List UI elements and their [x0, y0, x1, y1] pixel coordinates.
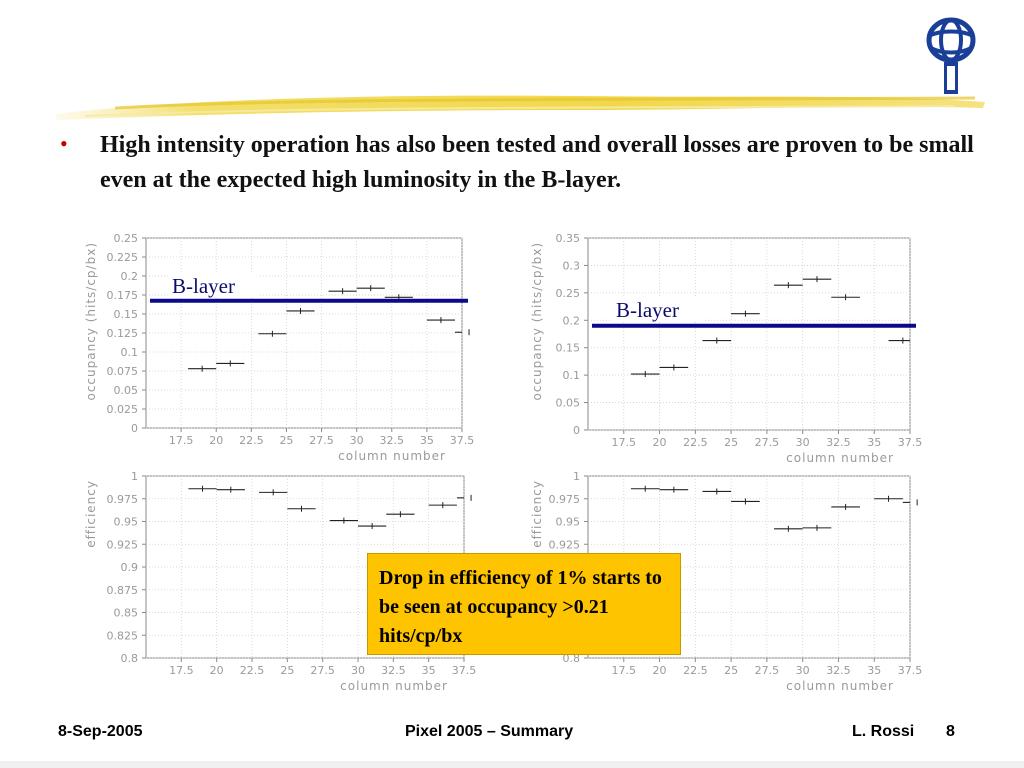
x-tick-label: 30 [350, 434, 364, 447]
brush-stroke-decoration [55, 95, 985, 120]
y-tick-label: 0.8 [121, 652, 139, 665]
occupancy-chart-right: 0 0.05 0.1 0.15 0.2 0.25 0.3 0.35 17.5 20 22.5 25 27… [530, 232, 923, 465]
x-tick-label: 22.5 [240, 664, 265, 677]
x-tick-label: 35 [867, 436, 881, 449]
x-tick-label: 17.5 [169, 434, 194, 447]
occupancy-chart-left: 0 0.025 0.05 0.075 0.1 0.125 0.15 0.175 0.2 0.225… [84, 232, 475, 463]
y-axis-label: efficiency [84, 480, 98, 548]
y-axis-label: efficiency [530, 480, 544, 548]
globe-logo-icon [926, 17, 976, 94]
bullet-text: High intensity operation has also been t… [100, 132, 974, 193]
x-tick-label: 20 [653, 436, 667, 449]
x-tick-label: 37.5 [452, 664, 477, 677]
blayer-label-bg [612, 298, 704, 322]
y-tick-label: 0.2 [121, 270, 139, 283]
x-tick-label: 30 [351, 664, 365, 677]
y-tick-label: 0 [573, 424, 580, 437]
y-tick-label: 0.35 [556, 232, 581, 245]
x-tick-label: 32.5 [826, 436, 851, 449]
y-tick-label: 0.2 [563, 314, 581, 327]
x-tick-label: 22.5 [239, 434, 263, 447]
footer-page-number: 8 [946, 723, 955, 740]
footer-divider [0, 761, 1024, 768]
blayer-label: B-layer [172, 274, 235, 298]
x-tick-label: 35 [422, 664, 436, 677]
x-tick-label: 17.5 [612, 664, 637, 677]
x-tick-label: 37.5 [898, 436, 923, 449]
x-tick-label: 22.5 [683, 664, 708, 677]
footer-date: 8-Sep-2005 [58, 723, 143, 740]
y-tick-label: 0.15 [114, 308, 139, 321]
y-tick-label: 0.125 [107, 327, 139, 340]
plot-frame [145, 237, 463, 429]
y-tick-label: 0.1 [121, 346, 139, 359]
y-tick-label: 0.9 [121, 561, 139, 574]
x-tick-label: 25 [280, 664, 294, 677]
x-tick-label: 32.5 [381, 664, 406, 677]
x-tick-label: 35 [867, 664, 881, 677]
x-axis-label: column number [786, 451, 894, 465]
x-tick-label: 25 [724, 436, 738, 449]
y-tick-label: 0.025 [107, 403, 139, 416]
y-tick-label: 0.85 [114, 607, 139, 620]
plot-frame [587, 237, 911, 431]
y-tick-label: 0.975 [549, 493, 581, 506]
y-tick-label: 0.225 [107, 251, 139, 264]
y-tick-label: 0.1 [563, 369, 581, 382]
x-tick-label: 37.5 [450, 434, 475, 447]
x-tick-label: 17.5 [169, 664, 194, 677]
x-axis-label: column number [338, 449, 446, 463]
x-tick-label: 27.5 [310, 664, 335, 677]
footer-author: L. Rossi [852, 723, 915, 740]
y-tick-label: 0.925 [549, 538, 581, 551]
y-tick-label: 0.3 [563, 259, 581, 272]
y-tick-label: 0.95 [114, 516, 139, 529]
y-tick-label: 0.25 [114, 232, 139, 245]
y-tick-label: 0.25 [556, 287, 581, 300]
x-tick-label: 37.5 [898, 664, 923, 677]
x-tick-label: 22.5 [683, 436, 708, 449]
y-tick-label: 1 [573, 470, 580, 483]
y-tick-label: 0.8 [563, 652, 581, 665]
y-tick-label: 0.875 [107, 584, 139, 597]
x-tick-label: 17.5 [612, 436, 637, 449]
y-tick-label: 0.05 [114, 384, 139, 397]
footer-title: Pixel 2005 – Summary [405, 723, 574, 740]
y-tick-label: 0 [131, 422, 138, 435]
x-tick-label: 32.5 [380, 434, 405, 447]
y-tick-label: 0.075 [107, 365, 139, 378]
x-axis-label: column number [786, 679, 894, 693]
y-tick-label: 1 [131, 470, 138, 483]
x-tick-label: 30 [796, 436, 810, 449]
efficiency-drop-callout: Drop in efficiency of 1% starts to be se… [367, 553, 681, 655]
blayer-label-bg [168, 274, 260, 298]
y-tick-label: 0.95 [556, 516, 581, 529]
x-tick-label: 20 [209, 434, 223, 447]
x-tick-label: 30 [796, 664, 810, 677]
x-tick-label: 32.5 [826, 664, 851, 677]
x-tick-label: 27.5 [309, 434, 334, 447]
y-tick-label: 0.15 [556, 342, 581, 355]
x-tick-label: 35 [420, 434, 434, 447]
x-tick-label: 27.5 [755, 664, 780, 677]
y-axis-label: occupancy (hits/cp/bx) [530, 242, 544, 401]
y-axis-label: occupancy (hits/cp/bx) [84, 242, 98, 401]
y-tick-label: 0.925 [107, 538, 139, 551]
y-tick-label: 0.975 [107, 493, 139, 506]
x-tick-label: 25 [724, 664, 738, 677]
y-tick-label: 0.05 [556, 397, 581, 410]
y-tick-label: 0.825 [107, 629, 139, 642]
x-tick-label: 27.5 [755, 436, 780, 449]
x-tick-label: 20 [653, 664, 667, 677]
y-tick-label: 0.175 [107, 289, 139, 302]
x-axis-label: column number [340, 679, 448, 693]
bullet-icon: • [60, 131, 68, 156]
x-tick-label: 20 [210, 664, 224, 677]
blayer-label: B-layer [616, 298, 679, 322]
x-tick-label: 25 [279, 434, 293, 447]
